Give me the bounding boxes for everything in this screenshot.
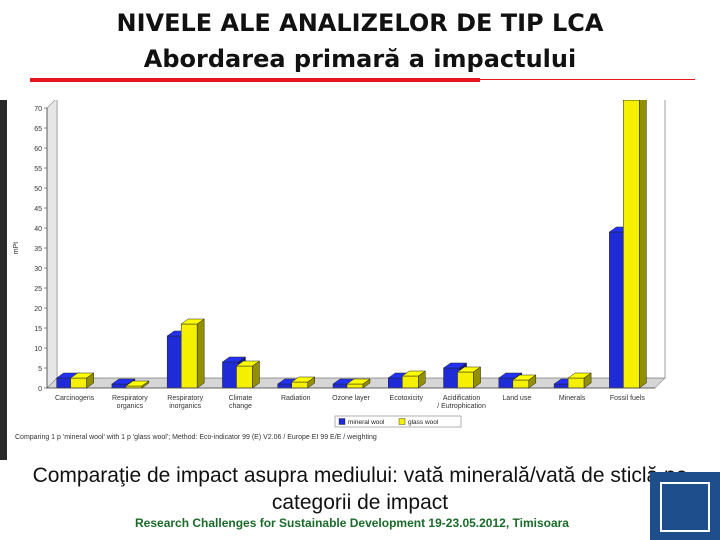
title-underline xyxy=(30,78,480,82)
bar-side xyxy=(362,378,371,389)
bar-front xyxy=(402,375,419,389)
y-tick-label: 55 xyxy=(34,166,42,173)
bar-front xyxy=(180,323,198,389)
bar-front xyxy=(346,383,364,389)
bar-front xyxy=(70,377,87,389)
bar-glass-wool xyxy=(567,372,592,389)
logo-box xyxy=(650,472,720,540)
bar-glass-wool xyxy=(512,374,537,389)
bar-front xyxy=(277,383,294,389)
plot-back-wall xyxy=(56,100,666,379)
bar-front xyxy=(457,371,474,389)
bar-glass-wool xyxy=(180,318,205,389)
x-tick-label: Carcinogens xyxy=(55,395,95,402)
slide-caption: Comparaţie de impact asupra mediului: va… xyxy=(32,464,688,514)
y-tick-label: 60 xyxy=(34,146,42,153)
bar-front xyxy=(498,377,516,389)
bar-side xyxy=(307,376,315,389)
impact-bar-chart: 0 5 10 15 20 25 30 35 40 45 50 55 60 65 70 mPt Carcinoge… xyxy=(13,100,666,441)
y-tick-label: 30 xyxy=(34,266,42,273)
legend-label: glass wool xyxy=(408,419,439,426)
bar-side xyxy=(141,380,150,389)
slide-subtitle: Abordarea primară a impactului xyxy=(143,45,577,73)
legend-swatch xyxy=(338,418,346,425)
plot-side-wall xyxy=(46,100,58,389)
left-edge-bar xyxy=(0,100,7,460)
bar-side xyxy=(196,318,205,389)
y-axis-label: mPt xyxy=(13,242,20,255)
bar-front xyxy=(443,367,460,389)
bar-glass-wool xyxy=(346,378,371,389)
x-tick-label: Fossil fuels xyxy=(610,395,646,402)
title-underline-thin xyxy=(480,79,695,80)
bar-side xyxy=(473,366,481,389)
y-tick-label: 25 xyxy=(34,286,42,293)
legend-label: mineral wool xyxy=(348,419,385,426)
bar-front xyxy=(553,383,571,389)
bar-front xyxy=(56,377,73,389)
x-tick-label: Respiratory inorganics xyxy=(167,395,203,410)
y-tick-label: 45 xyxy=(34,206,42,213)
bar-glass-wool xyxy=(622,100,647,389)
y-tick-label: 15 xyxy=(34,326,42,333)
bar-side xyxy=(639,100,647,389)
y-tick-label: 65 xyxy=(34,126,42,133)
bar-side xyxy=(528,374,537,389)
x-tick-label: Minerals xyxy=(559,395,586,402)
y-tick-label: 40 xyxy=(34,226,42,233)
bar-front xyxy=(512,379,530,389)
y-tick-label: 0 xyxy=(38,386,42,393)
y-tick-label: 5 xyxy=(38,366,42,373)
x-tick-label: Land use xyxy=(502,395,531,402)
conference-footer: Research Challenges for Sustainable Deve… xyxy=(135,516,569,530)
y-tick-label: 20 xyxy=(34,306,42,313)
bar-front xyxy=(166,335,184,389)
slide-title: NIVELE ALE ANALIZELOR DE TIP LCA xyxy=(116,9,604,37)
bar-side xyxy=(252,360,260,389)
bar-front xyxy=(291,381,308,389)
bar-front xyxy=(623,100,640,389)
bar-side xyxy=(418,370,426,389)
y-tick-label: 70 xyxy=(34,106,42,113)
x-tick-label: Radiation xyxy=(281,395,311,402)
bar-side xyxy=(86,372,94,389)
x-tick-label: Ozone layer xyxy=(332,395,370,402)
bar-front xyxy=(388,377,405,389)
bar-front xyxy=(567,377,585,389)
bar-glass-wool xyxy=(290,376,316,389)
bar-glass-wool xyxy=(235,360,261,389)
chart-legend: mineral wool glass wool xyxy=(334,415,462,428)
y-tick-label: 10 xyxy=(34,346,42,353)
x-tick-label: Respiratory organics xyxy=(112,395,148,410)
bar-front xyxy=(236,365,253,389)
chart-method-note: Comparing 1 p 'mineral wool' with 1 p 'g… xyxy=(15,434,377,441)
bar-glass-wool xyxy=(401,370,427,389)
bar-side xyxy=(583,372,592,389)
legend-box xyxy=(334,415,462,428)
bar-front xyxy=(332,383,350,389)
bar-glass-wool xyxy=(456,366,482,389)
bar-front xyxy=(609,231,626,389)
y-tick-label: 35 xyxy=(34,246,42,253)
bar-front xyxy=(222,361,239,389)
x-tick-label: Acidification / Eutrophication xyxy=(437,395,486,410)
bar-glass-wool xyxy=(69,372,95,389)
x-tick-label: Climate change xyxy=(229,395,253,410)
x-tick-label: Ecotoxicity xyxy=(390,395,424,402)
y-tick-label: 50 xyxy=(34,186,42,193)
legend-swatch xyxy=(398,418,406,425)
